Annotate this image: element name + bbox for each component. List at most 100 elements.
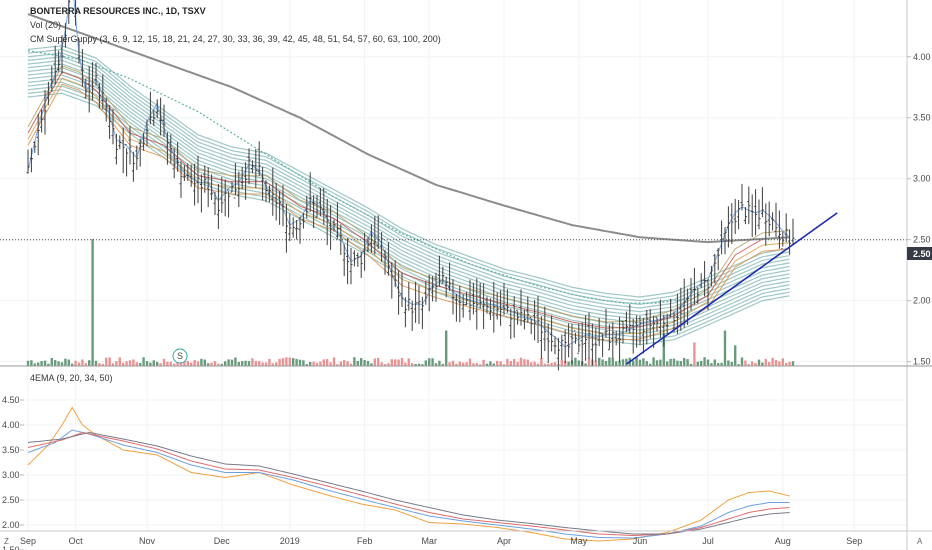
volume-bar xyxy=(567,361,570,366)
volume-bar xyxy=(710,363,713,366)
volume-bar xyxy=(533,361,536,366)
price-bars xyxy=(26,0,795,371)
volume-bar xyxy=(676,360,679,366)
ema-indicator-label[interactable]: 4EMA (9, 20, 34, 50) xyxy=(30,373,113,383)
y-tick-label: 2.00 xyxy=(913,296,931,306)
volume-bar xyxy=(387,363,390,366)
volume-bar xyxy=(400,358,404,366)
volume-bar xyxy=(700,360,703,366)
volume-bar xyxy=(553,362,557,366)
volume-bar xyxy=(203,359,206,366)
volume-bar xyxy=(669,358,672,366)
volume-bar xyxy=(298,359,302,366)
volume-bar xyxy=(458,361,461,366)
volume-bar xyxy=(128,360,132,366)
volume-bar xyxy=(101,363,104,366)
volume-bar xyxy=(649,363,652,366)
zoom-icon[interactable]: Z xyxy=(4,537,9,546)
volume-bar xyxy=(499,361,502,366)
volume-bar xyxy=(322,359,325,366)
volume-bar xyxy=(33,363,36,366)
volume-bar xyxy=(696,361,699,366)
volume-bar xyxy=(747,363,750,366)
guppy-slow-line xyxy=(27,67,790,320)
volume-bar xyxy=(611,357,614,366)
volume-bar xyxy=(584,363,587,366)
volume-bar xyxy=(166,361,169,366)
volume-bar xyxy=(88,360,91,366)
volume-bar xyxy=(414,363,417,366)
volume-bar xyxy=(638,359,642,366)
price-axis[interactable]: 5.004.504.003.503.002.502.001.50 xyxy=(907,0,931,367)
volume-bar xyxy=(502,364,506,366)
volume-bar xyxy=(295,358,298,366)
volume-bar xyxy=(428,358,431,366)
volume-bar xyxy=(152,360,155,366)
volume-bar xyxy=(312,361,315,366)
guppy-slow-line xyxy=(27,74,790,327)
ema-axis[interactable]: 4.50 4.00 3.50 3.00 2.50 2.00 1.50 xyxy=(2,395,24,550)
x-tick-label: Apr xyxy=(497,536,511,546)
volume-bar xyxy=(234,357,237,366)
volume-bar xyxy=(506,358,509,366)
volume-bar xyxy=(220,363,223,366)
volume-bar xyxy=(57,361,60,366)
time-axis[interactable]: Sep Oct Nov Dec 2019 Feb Mar Apr May Jun Jul Aug Sep xyxy=(20,536,862,546)
x-tick-label: Dec xyxy=(214,536,231,546)
volume-indicator-label[interactable]: Vol (20) xyxy=(30,20,61,30)
volume-bar xyxy=(734,345,737,366)
event-marker-icon[interactable] xyxy=(172,348,188,364)
volume-bar xyxy=(315,362,319,366)
auto-scale-icon[interactable]: A xyxy=(917,537,923,546)
y-tick-label: 2.50 xyxy=(913,235,931,245)
volume-bar xyxy=(139,363,142,366)
volume-bar xyxy=(285,357,288,366)
volume-bar xyxy=(659,359,662,366)
volume-bar xyxy=(411,363,414,366)
volume-bar xyxy=(489,361,492,366)
volume-bar xyxy=(723,330,727,366)
ema-y-tick-label: 2.00 xyxy=(2,520,20,530)
overlays xyxy=(0,212,907,365)
ema-9-line xyxy=(27,406,790,542)
volume-bar xyxy=(703,357,706,366)
volume-bar xyxy=(768,362,771,366)
volume-bar xyxy=(689,363,693,366)
volume-bar xyxy=(264,362,268,366)
volume-bar xyxy=(404,362,407,366)
volume-bar xyxy=(679,361,682,366)
volume-bar xyxy=(132,359,135,366)
volume-bar xyxy=(258,361,261,366)
volume-bar xyxy=(156,361,159,366)
volume-bar xyxy=(237,361,240,366)
volume-bar xyxy=(540,357,543,366)
volume-bar xyxy=(254,361,257,366)
volume-bar xyxy=(74,360,77,366)
volume-bar xyxy=(40,361,43,366)
ma-100-line xyxy=(27,50,692,304)
volume-bar xyxy=(523,359,526,366)
volume-bar xyxy=(655,360,659,366)
guppy-indicator-label[interactable]: CM SuperGuppy (3, 6, 9, 12, 15, 18, 21, … xyxy=(30,34,441,44)
volume-bar xyxy=(145,361,149,366)
guppy-fast-line xyxy=(27,77,790,335)
volume-bar xyxy=(162,358,166,366)
volume-bar xyxy=(84,363,87,366)
volume-bar xyxy=(462,362,465,366)
volume-bar xyxy=(547,363,550,366)
volume-bar xyxy=(621,359,625,366)
ema-y-tick-label: 3.00 xyxy=(2,470,20,480)
ema-panel xyxy=(27,406,790,542)
volume-bar xyxy=(190,362,193,366)
y-tick-label: 3.50 xyxy=(913,113,931,123)
x-tick-label: Mar xyxy=(421,536,437,546)
volume-bar xyxy=(125,361,128,366)
volume-bar xyxy=(686,359,689,366)
volume-bar xyxy=(615,361,618,366)
ma-200-line xyxy=(27,13,790,244)
volume-bar xyxy=(764,358,767,366)
x-tick-label: Nov xyxy=(139,536,156,546)
x-tick-label: Oct xyxy=(69,536,84,546)
